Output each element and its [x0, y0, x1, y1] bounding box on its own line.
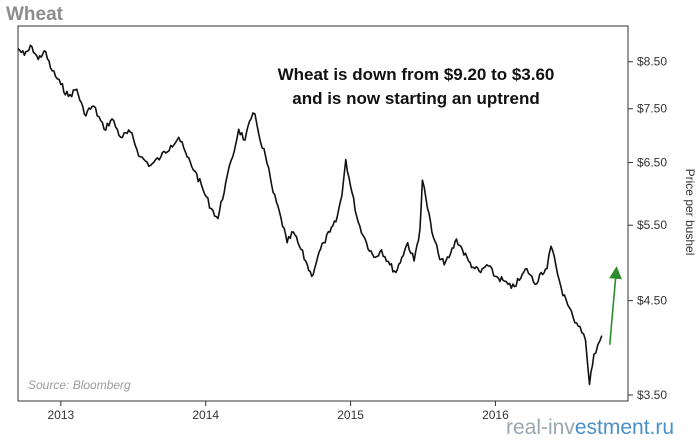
price-line-0 — [17, 44, 603, 386]
x-tick-label-2: 2015 — [337, 408, 364, 422]
watermark-part-1: real-inv — [506, 416, 575, 439]
y-tick-label-1: $7.50 — [637, 102, 667, 116]
x-tick-label-0: 2013 — [48, 408, 75, 422]
trend-arrow — [608, 266, 622, 345]
y-tick-label-0: $8.50 — [637, 55, 667, 69]
chart-marks: $8.50 $7.50 $6.50 $5.50 $4.50 $3.50 2013 2014 20… — [17, 44, 667, 422]
chart-title: Wheat — [6, 4, 64, 25]
y-axis-label: Price per bushel — [683, 169, 697, 256]
y-tick-label-4: $4.50 — [637, 294, 667, 308]
x-tick-label-3: 2016 — [482, 408, 509, 422]
plot-frame — [17, 25, 629, 402]
y-tick-label-2: $6.50 — [637, 155, 667, 169]
annotation-line-2: and is now starting an uptrend — [292, 89, 539, 108]
x-tick-label-1: 2014 — [192, 408, 219, 422]
watermark: real-investment.ru — [506, 416, 674, 439]
source-note: Source: Bloomberg — [28, 378, 131, 392]
watermark-part-2: estment.ru — [575, 416, 674, 439]
y-tick-label-3: $5.50 — [637, 218, 667, 232]
y-tick-label-5: $3.50 — [637, 388, 667, 402]
annotation-line-1: Wheat is down from $9.20 to $3.60 — [278, 65, 555, 84]
